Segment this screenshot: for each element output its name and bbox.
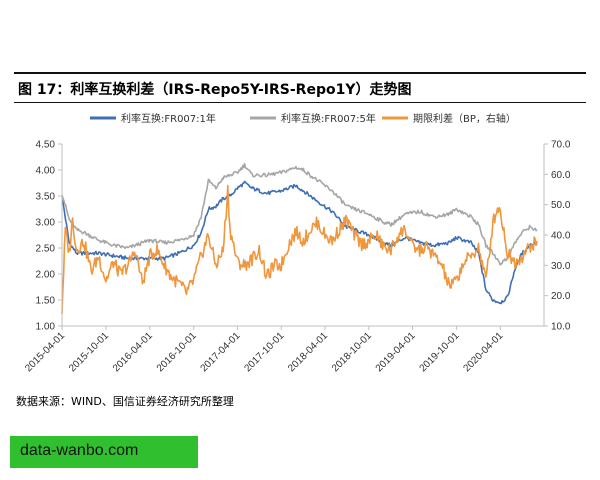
watermark-text: data-wanbo.com (20, 442, 139, 459)
x-tick: 2015-04-01 (23, 326, 67, 374)
x-tick: 2017-04-01 (199, 326, 243, 374)
y-right-tick-label: 60.0 (551, 170, 571, 181)
x-tick-label: 2018-04-01 (286, 330, 330, 374)
y-left-tick: 2.00 (36, 270, 62, 281)
chart-title: 图 17：利率互换利差（IRS-Repo5Y-IRS-Repo1Y）走势图 (18, 82, 412, 98)
y-left-tick: 1.50 (36, 296, 62, 307)
x-tick-label: 2016-10-01 (155, 330, 199, 374)
x-tick: 2015-10-01 (67, 326, 111, 374)
series-line-3 (61, 184, 538, 314)
x-tick-label: 2020-04-01 (462, 330, 506, 374)
legend-label: 利率互换:FR007:5年 (281, 112, 376, 125)
y-right-tick-label: 30.0 (551, 261, 571, 272)
x-tick: 2019-10-01 (418, 326, 462, 374)
x-tick-label: 2016-04-01 (111, 330, 155, 374)
y-left-tick-label: 4.50 (36, 140, 56, 151)
legend-label: 期限利差（BP，右轴） (413, 112, 516, 125)
y-right-tick: 40.0 (544, 231, 571, 242)
y-right-tick-label: 20.0 (551, 291, 571, 302)
x-tick-label: 2019-10-01 (418, 330, 462, 374)
x-tick: 2016-04-01 (111, 326, 155, 374)
y-right-tick-label: 10.0 (551, 322, 571, 333)
y-right-tick-label: 40.0 (551, 231, 571, 242)
y-left-tick: 3.00 (36, 218, 62, 229)
x-tick-label: 2017-10-01 (242, 330, 286, 374)
series-line-1 (61, 180, 538, 305)
legend-item-3: 期限利差（BP，右轴） (382, 112, 516, 125)
x-tick-label: 2015-10-01 (67, 330, 111, 374)
y-left-tick-label: 2.50 (36, 244, 56, 255)
y-left-tick: 2.50 (36, 244, 62, 255)
x-tick-label: 2017-04-01 (199, 330, 243, 374)
y-left-tick-label: 3.00 (36, 218, 56, 229)
y-right-tick: 10.0 (544, 322, 571, 333)
y-left-tick: 4.00 (36, 166, 62, 177)
y-left-tick: 1.00 (36, 322, 62, 333)
y-right-tick-label: 70.0 (551, 140, 571, 151)
series-line-2 (61, 162, 538, 266)
x-tick: 2019-04-01 (374, 326, 418, 374)
watermark-badge: data-wanbo.com (10, 436, 198, 468)
legend-item-1: 利率互换:FR007:1年 (90, 112, 216, 125)
legend-label: 利率互换:FR007:1年 (121, 112, 216, 125)
x-tick: 2017-10-01 (242, 326, 287, 374)
y-left-tick: 4.50 (36, 140, 62, 151)
y-right-tick: 30.0 (544, 261, 571, 272)
figure-title-bar: 图 17：利率互换利差（IRS-Repo5Y-IRS-Repo1Y）走势图 (14, 72, 586, 103)
y-right-tick: 50.0 (544, 200, 571, 211)
y-right-tick: 20.0 (544, 291, 571, 302)
y-left-tick: 3.50 (36, 192, 62, 203)
y-right-tick: 70.0 (544, 140, 571, 151)
x-tick: 2018-10-01 (330, 326, 374, 374)
plot-lines (61, 162, 538, 314)
chart-legend: 利率互换:FR007:1年 利率互换:FR007:5年 期限利差（BP，右轴） (90, 112, 516, 125)
source-note: 数据来源：WIND、国信证券经济研究所整理 (16, 395, 234, 408)
x-tick-label: 2018-10-01 (330, 330, 374, 374)
chart-container: 利率互换:FR007:1年 利率互换:FR007:5年 期限利差（BP，右轴） 1.… (0, 100, 600, 390)
y-right-tick: 60.0 (544, 170, 571, 181)
x-tick: 2016-10-01 (155, 326, 199, 374)
y-left-tick-label: 2.00 (36, 270, 56, 281)
legend-item-2: 利率互换:FR007:5年 (250, 112, 376, 125)
x-tick: 2018-04-01 (286, 326, 330, 374)
x-tick: 2020-04-01 (462, 326, 506, 374)
line-chart: 利率互换:FR007:1年 利率互换:FR007:5年 期限利差（BP，右轴） 1.… (23, 112, 571, 374)
y-left-tick-label: 1.00 (36, 322, 56, 333)
y-left-tick-label: 4.00 (36, 166, 56, 177)
y-left-tick-label: 1.50 (36, 296, 56, 307)
x-tick-label: 2019-04-01 (374, 330, 418, 374)
x-tick-label: 2015-04-01 (23, 330, 67, 374)
y-right-tick-label: 50.0 (551, 200, 571, 211)
y-left-tick-label: 3.50 (36, 192, 56, 203)
